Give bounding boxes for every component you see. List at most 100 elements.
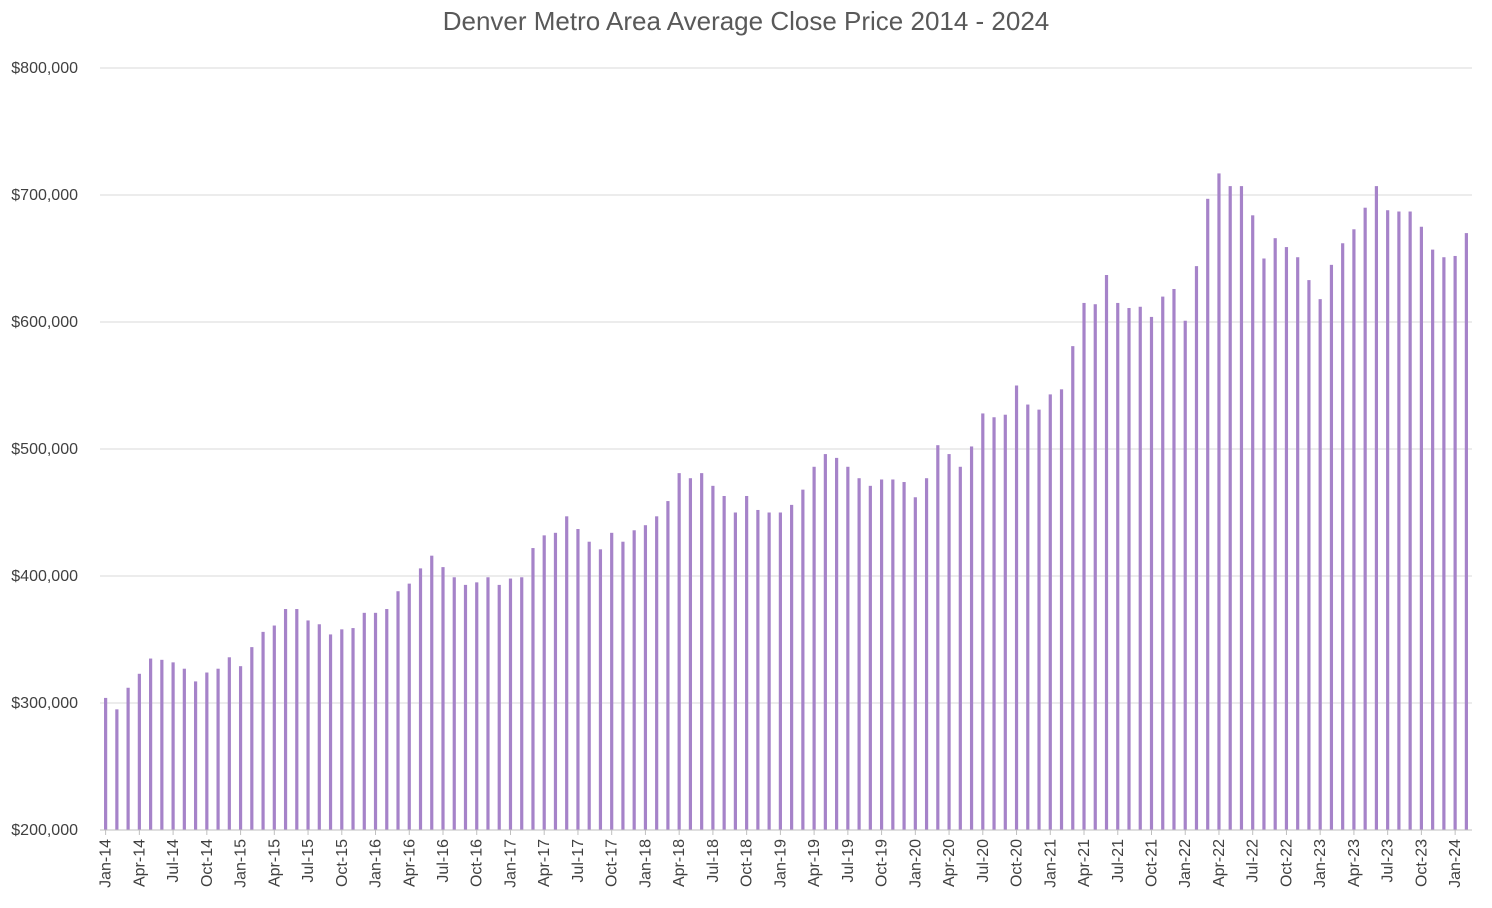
bar-Oct-21	[1149, 316, 1154, 830]
bar-May-14	[149, 658, 153, 830]
bar-May-16	[418, 568, 423, 830]
x-tick-label: Jan-20	[907, 839, 924, 888]
y-tick-label: $600,000	[11, 314, 78, 331]
bar-Oct-16	[475, 582, 479, 830]
bar-Nov-14	[216, 668, 220, 830]
x-tick-label: Oct-14	[199, 839, 216, 887]
bar-Dec-20	[1037, 409, 1041, 830]
bar-Sep-23	[1408, 211, 1412, 830]
x-tick-label: Jan-19	[772, 839, 789, 888]
bar-May-18	[688, 478, 693, 830]
x-tick-label: Jul-21	[1110, 839, 1127, 883]
bar-Apr-17	[542, 535, 546, 830]
y-tick-label: $800,000	[11, 60, 78, 77]
bar-May-19	[823, 454, 827, 830]
x-tick-label: Oct-23	[1413, 839, 1430, 887]
x-tick-label: Jan-23	[1312, 839, 1329, 888]
bar-Mar-15	[261, 631, 265, 830]
bar-May-23	[1363, 207, 1367, 830]
bar-Jan-22	[1183, 320, 1187, 830]
bar-Jun-21	[1104, 275, 1109, 830]
bar-May-20	[958, 466, 962, 830]
bar-Dec-17	[632, 530, 636, 830]
bar-Aug-18	[722, 495, 726, 830]
bar-Sep-20	[1003, 414, 1007, 830]
bar-Mar-19	[801, 489, 805, 830]
bar-Jan-18	[643, 525, 648, 830]
bar-Aug-20	[992, 417, 996, 830]
bar-Apr-18	[677, 473, 681, 830]
bar-Mar-22	[1206, 198, 1210, 830]
bar-Mar-20	[936, 445, 940, 830]
x-tick-label: Apr-18	[671, 839, 688, 887]
bar-Nov-19	[891, 479, 895, 830]
bar-Jan-24	[1453, 255, 1457, 830]
bar-Jul-17	[576, 529, 580, 830]
x-tick-label: Jan-22	[1177, 839, 1194, 888]
bar-Sep-14	[193, 681, 198, 830]
bar-Jun-15	[295, 609, 299, 830]
bar-Jun-19	[835, 457, 839, 830]
bar-Sep-17	[598, 549, 603, 830]
bar-Jul-14	[171, 662, 175, 830]
bar-Feb-22	[1194, 266, 1199, 830]
gridlines	[100, 67, 1472, 704]
x-tick-label: Jan-16	[368, 839, 385, 888]
bar-Aug-21	[1127, 308, 1131, 830]
x-tick-label: Jul-22	[1245, 839, 1262, 883]
bar-Feb-15	[250, 647, 254, 830]
bar-Apr-20	[947, 454, 951, 830]
bar-Apr-21	[1082, 302, 1086, 830]
x-tick-label: Oct-19	[874, 839, 891, 887]
x-tick-label: Apr-22	[1211, 839, 1228, 887]
x-axis-ticks: Jan-14 Apr-14 Jul-14 Oct-14 Jan-15 Apr-15 Jul-…	[98, 830, 1464, 888]
bar-Aug-15	[317, 624, 321, 830]
x-tick-label: Jan-18	[637, 839, 654, 888]
bar-Nov-18	[756, 509, 760, 830]
bar-Jun-17	[565, 516, 569, 830]
bar-Feb-16	[385, 609, 389, 830]
bar-Jun-20	[969, 446, 974, 830]
bar-Nov-23	[1431, 249, 1435, 831]
bar-Feb-23	[1329, 264, 1334, 831]
bar-May-17	[553, 532, 558, 830]
x-tick-label: Jul-17	[570, 839, 587, 883]
x-tick-label: Jul-15	[300, 839, 317, 883]
x-tick-label: Jan-17	[502, 839, 519, 888]
bar-Mar-18	[666, 501, 670, 830]
y-tick-label: $500,000	[11, 441, 78, 458]
bar-Jul-20	[981, 413, 985, 830]
y-axis-ticks: $200,000 $300,000 $400,000 $500,000 $600,000…	[11, 60, 78, 839]
bar-Jan-16	[373, 612, 378, 830]
x-tick-label: Jan-14	[98, 839, 115, 888]
x-tick-label: Oct-22	[1278, 839, 1295, 887]
bar-Sep-19	[868, 485, 872, 830]
bar-Apr-22	[1217, 173, 1221, 830]
bar-Jun-23	[1374, 186, 1379, 831]
y-tick-label: $700,000	[11, 187, 78, 204]
bar-Oct-15	[340, 629, 344, 830]
bar-Feb-18	[655, 516, 659, 830]
x-tick-label: Jul-19	[840, 839, 857, 883]
bar-Sep-18	[733, 512, 737, 830]
bar-Aug-19	[857, 478, 861, 830]
bar-Aug-23	[1397, 211, 1401, 830]
bar-Dec-18	[767, 512, 771, 830]
bar-Nov-20	[1026, 404, 1030, 830]
x-tick-label: Apr-14	[131, 839, 148, 887]
x-tick-label: Oct-16	[469, 839, 486, 887]
bar-Sep-15	[328, 634, 333, 830]
bar-Jun-18	[700, 473, 704, 830]
bar-Aug-17	[587, 541, 591, 830]
bar-Nov-15	[351, 628, 355, 830]
x-tick-label: Jul-16	[435, 839, 452, 883]
bar-Jul-21	[1116, 302, 1120, 830]
bar-Feb-24	[1464, 233, 1468, 831]
bar-Jan-15	[238, 666, 243, 830]
bar-Mar-14	[126, 687, 130, 830]
bar-Dec-23	[1442, 257, 1446, 831]
bar-Dec-19	[902, 482, 906, 830]
x-tick-label: Jul-23	[1380, 839, 1397, 883]
bar-Dec-22	[1307, 280, 1311, 831]
